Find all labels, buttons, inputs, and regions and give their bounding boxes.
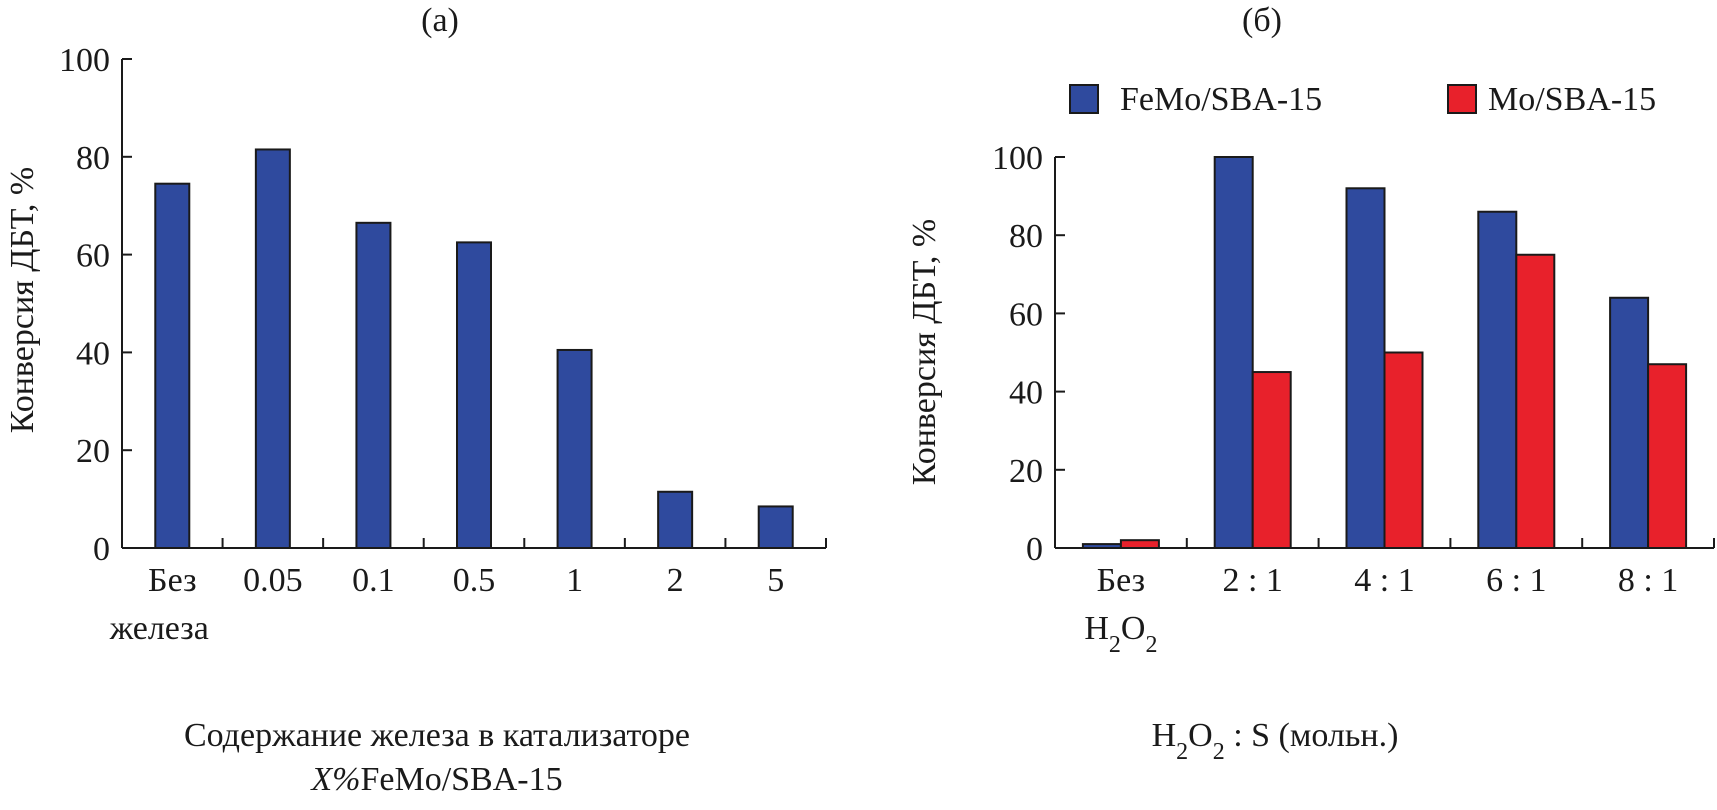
y-tick-label: 60 xyxy=(1009,296,1043,333)
bar-femo-sba-15-3 xyxy=(1477,210,1518,550)
y-tick-label: 40 xyxy=(1009,375,1043,412)
bar-series-3 xyxy=(456,241,492,549)
x-tick-label: 5 xyxy=(767,562,784,599)
x-tick-label: 1 xyxy=(566,562,583,599)
x-tick-label: H2O2 xyxy=(1084,610,1157,658)
x-tick-label: железа xyxy=(109,610,209,647)
x-tick-label: 2 : 1 xyxy=(1222,562,1282,599)
bar-series-6 xyxy=(757,505,794,549)
panel-b-chart: (б) FeMo/SBA-15 Mo/SBA-15 Конверсия ДБТ,… xyxy=(906,2,1715,765)
legend-swatch-mo xyxy=(1447,84,1477,114)
bar-mo-sba-15-4 xyxy=(1647,363,1688,550)
legend-label-mo: Mo/SBA-15 xyxy=(1488,81,1656,118)
panel-a-chart: (a) Конверсия ДБТ, % 0 20 40 60 80 100 Без жел… xyxy=(4,2,827,798)
bar-mo-sba-15-2 xyxy=(1383,351,1424,549)
y-tick-label: 100 xyxy=(992,140,1043,177)
bar-femo-sba-15-4 xyxy=(1609,296,1650,550)
x-tick-label: 2 xyxy=(667,562,684,599)
x-tick-label: Без xyxy=(1097,562,1145,599)
bar-series-1 xyxy=(254,148,291,549)
panel-b-bars xyxy=(1081,156,1688,550)
panel-a-label: (a) xyxy=(421,2,459,39)
panel-a-bars xyxy=(154,148,794,550)
y-tick-label: 100 xyxy=(59,42,110,79)
legend-swatch-femo xyxy=(1069,84,1099,114)
bar-femo-sba-15-0 xyxy=(1081,543,1122,550)
bar-mo-sba-15-1 xyxy=(1251,371,1292,549)
y-tick-label: 20 xyxy=(1009,453,1043,490)
x-tick-label: 6 : 1 xyxy=(1486,562,1546,599)
bar-series-5 xyxy=(657,490,694,550)
x-tick-label: 0.1 xyxy=(352,562,395,599)
panel-a-y-axis-label: Конверсия ДБТ, % xyxy=(4,167,41,434)
y-tick-label: 20 xyxy=(76,433,110,470)
panel-b-legend: FeMo/SBA-15 Mo/SBA-15 xyxy=(1069,81,1656,118)
panel-a-x-axis-label-line2: X%FeMo/SBA-15 xyxy=(309,761,562,798)
x-tick-label: 0.5 xyxy=(453,562,496,599)
panel-b-x-axis-label: H2O2 : S (мольн.) xyxy=(1152,717,1399,765)
x-tick-label: 8 : 1 xyxy=(1618,562,1678,599)
y-tick-label: 40 xyxy=(76,335,110,372)
bar-series-0 xyxy=(154,182,191,549)
panel-b-x-tick-labels: Без H2O2 2 : 1 4 : 1 6 : 1 8 : 1 xyxy=(1084,562,1678,658)
y-tick-label: 0 xyxy=(93,531,110,568)
y-tick-label: 80 xyxy=(1009,218,1043,255)
bar-mo-sba-15-3 xyxy=(1515,253,1556,549)
legend-label-femo: FeMo/SBA-15 xyxy=(1120,81,1322,118)
bar-mo-sba-15-0 xyxy=(1119,539,1160,549)
y-tick-label: 0 xyxy=(1026,531,1043,568)
y-tick-label: 60 xyxy=(76,238,110,275)
panel-b-y-axis-label: Конверсия ДБТ, % xyxy=(906,219,943,486)
panel-b-axes: 0 20 40 60 80 100 xyxy=(992,140,1715,568)
panel-a-axes: 0 20 40 60 80 100 xyxy=(59,42,827,568)
x-tick-label: 0.05 xyxy=(243,562,303,599)
x-tick-label: Без xyxy=(148,562,196,599)
bar-series-4 xyxy=(556,348,593,549)
y-tick-label: 80 xyxy=(76,140,110,177)
bar-femo-sba-15-2 xyxy=(1345,187,1386,549)
bar-series-2 xyxy=(355,221,392,549)
panel-a-x-tick-labels: Без железа 0.05 0.1 0.5 1 2 5 xyxy=(109,562,784,647)
panel-b-label: (б) xyxy=(1242,2,1282,39)
x-tick-label: 4 : 1 xyxy=(1354,562,1414,599)
panel-a-x-axis-label-line1: Содержание железа в катализаторе xyxy=(184,717,690,754)
bar-femo-sba-15-1 xyxy=(1213,156,1254,549)
